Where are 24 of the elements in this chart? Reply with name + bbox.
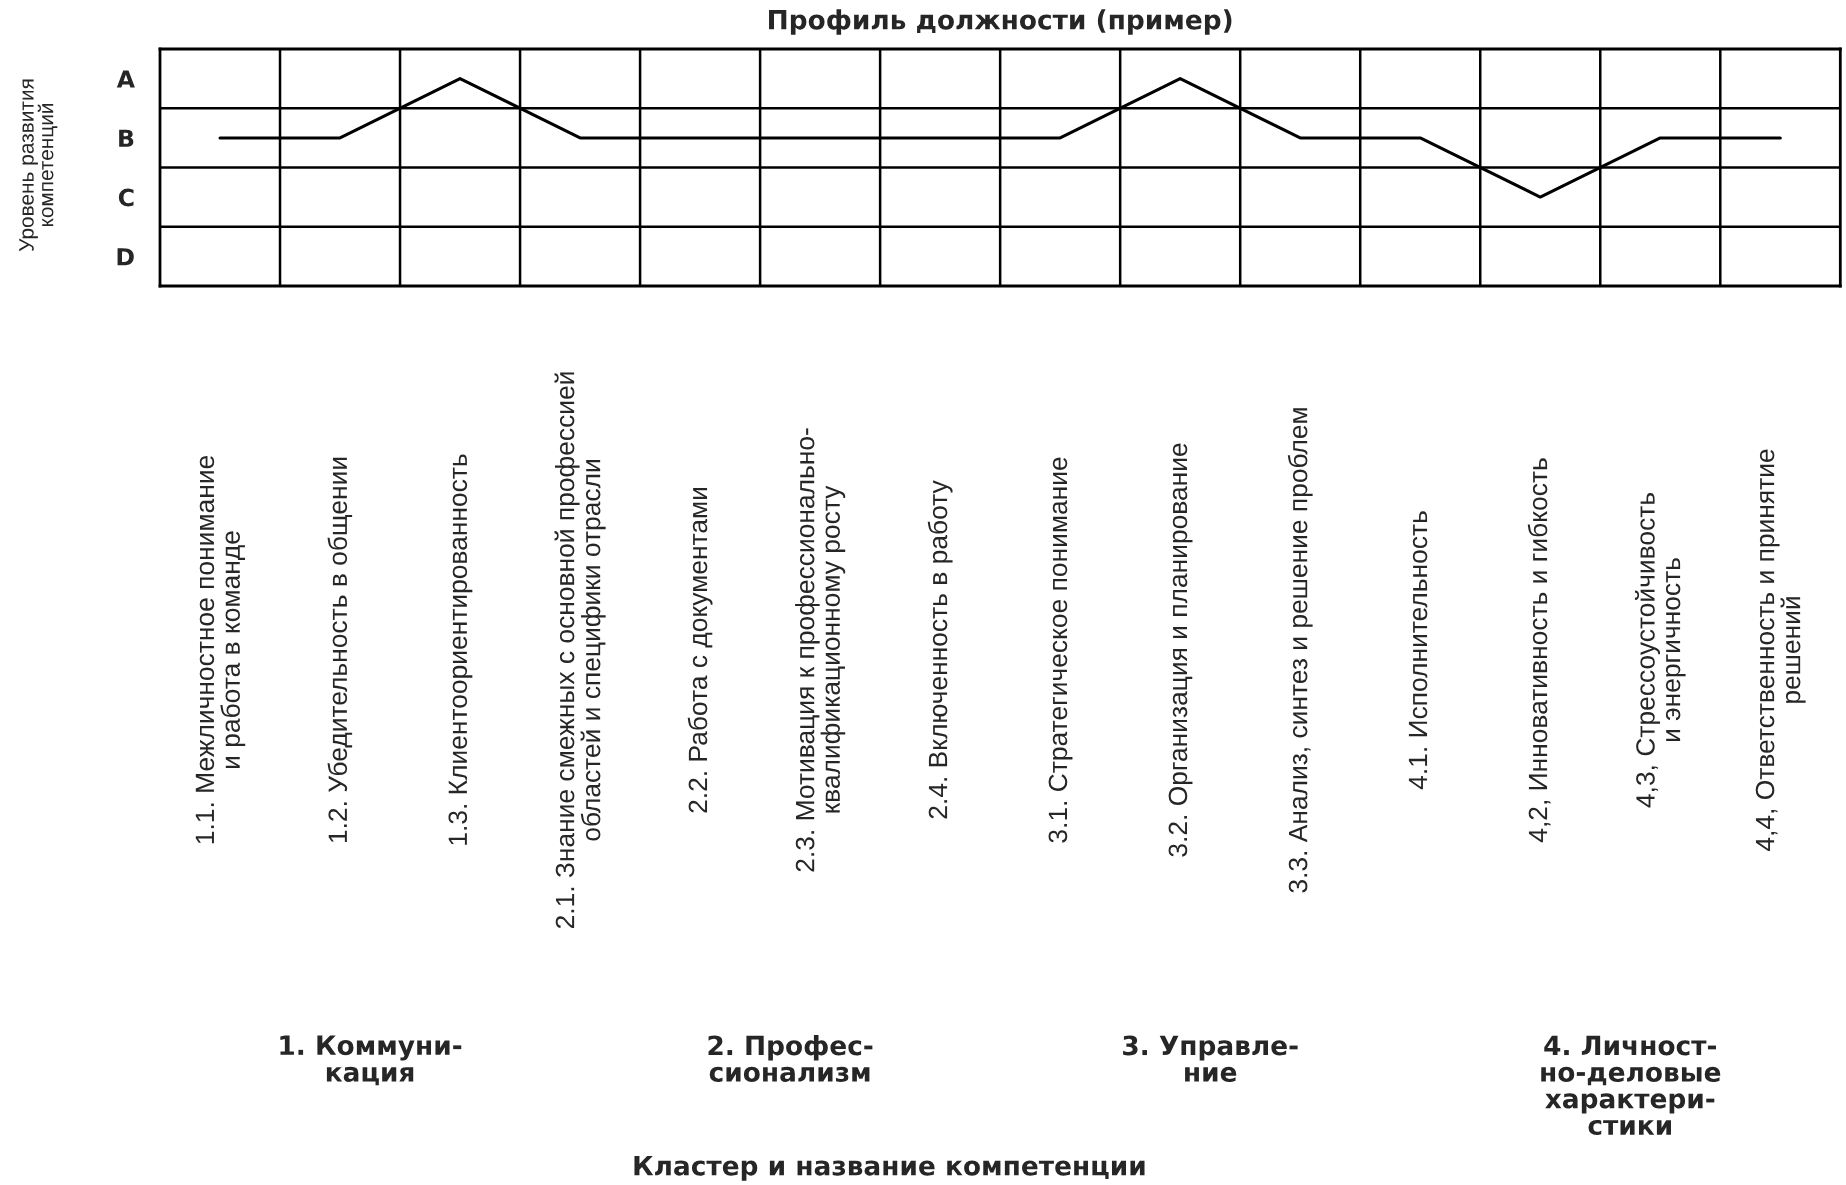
x-tick-label: 2.3. Мотивация к профессионально- квалификационному росту	[795, 428, 846, 872]
text: Кластер и название компетенции	[634, 1156, 1145, 1181]
text: 2. Профес- сионализм	[708, 1035, 873, 1082]
x-tick-label: 4,4, Ответственность и принятие решений	[1755, 449, 1806, 852]
text: 4. Личност- но-деловые характери- стики	[1541, 1035, 1721, 1136]
category-label: A	[116, 70, 135, 88]
x-tick-label: 4.1. Исполнительность	[1408, 511, 1428, 790]
x-tick-label: 2.4. Включенность в работу	[927, 480, 953, 819]
x-tick-label: 1.2. Убедительность в общении	[327, 457, 353, 843]
y-axis-title: Уровень развития компетенций	[19, 79, 58, 252]
category-label: D	[117, 248, 134, 266]
x-tick-label: 1.1. Межличностное понимание и работа в команде	[195, 455, 246, 844]
x-tick-label: 3.3. Анализ, синтез и решение проблем	[1287, 408, 1313, 893]
x-tick-label: 4,3, Стрессоустойчивость и энергичность	[1634, 493, 1686, 808]
x-tick-label: 3.2. Организация и планирование	[1168, 443, 1193, 857]
category-label: C	[118, 188, 134, 207]
text: 1. Коммуни- кация	[280, 1035, 462, 1086]
x-tick-label: 3.1. Стратегическое понимание	[1048, 457, 1073, 843]
x-tick-label: 1.3. Клиентоориентированность	[448, 454, 473, 845]
chart-title: Профиль должности (пример)	[769, 9, 1232, 35]
category-label: B	[119, 129, 134, 147]
x-tick-label: 2.2. Работа с документами	[687, 487, 713, 813]
text: 3. Управле- ние	[1123, 1035, 1298, 1082]
x-tick-label: 4,2, Инновативность и гибкость	[1527, 458, 1551, 843]
